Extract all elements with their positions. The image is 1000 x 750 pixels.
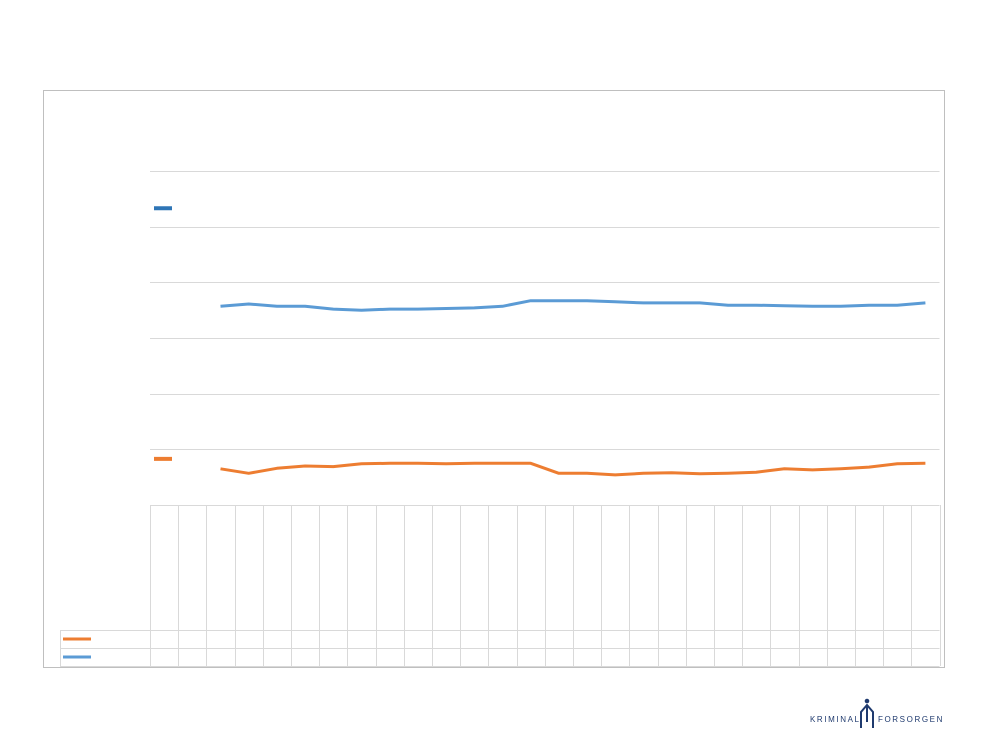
chart-frame: [43, 90, 945, 668]
logo-icon: [860, 698, 874, 728]
logo-text: KRIMINAL: [810, 715, 861, 724]
series-line: [220, 299, 926, 312]
logo-text: FORSORGEN: [878, 715, 944, 724]
series-line: [220, 461, 926, 477]
